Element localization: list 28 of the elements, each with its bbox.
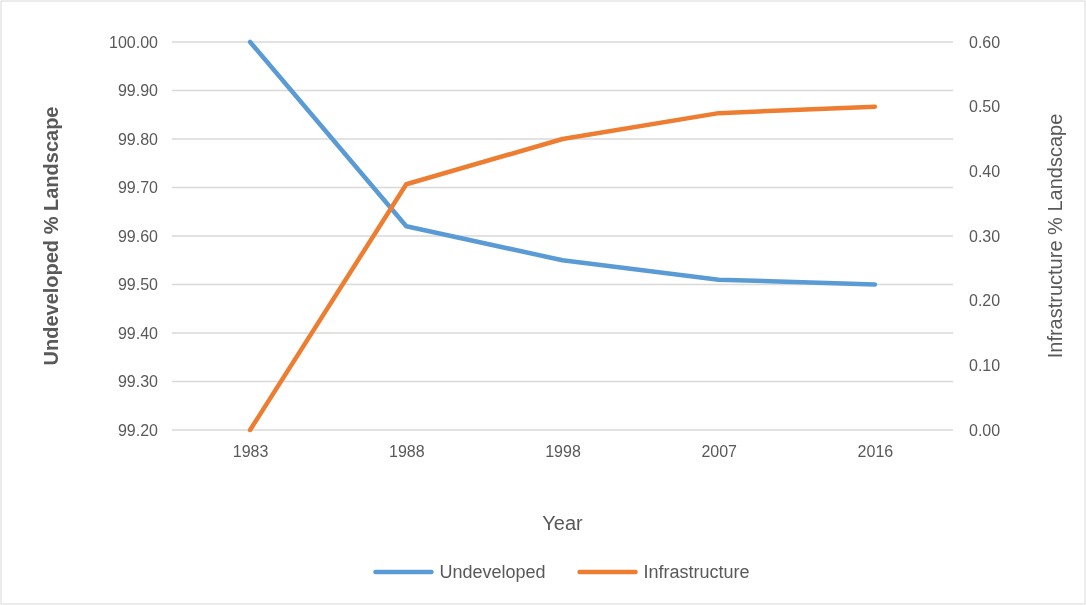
x-tick-label: 2007: [701, 443, 738, 461]
y-tick-label: 99.30: [117, 373, 159, 391]
line-series: [247, 104, 878, 433]
y-tick-label: 99.60: [117, 227, 159, 245]
y2-tick-label: 0.50: [969, 98, 1001, 116]
y2-tick-label: 0.60: [969, 33, 1001, 51]
y2-tick-label: 0.40: [969, 162, 1001, 180]
y2-tick-label: 0.20: [969, 292, 1001, 310]
x-tick-label: 2016: [857, 443, 894, 461]
y-tick-label: 99.40: [117, 324, 159, 342]
y-tick-label: 99.70: [117, 179, 159, 197]
line-series: [247, 39, 878, 287]
y-tick-label: 99.50: [117, 276, 159, 294]
legend-label: Infrastructure: [643, 562, 750, 582]
y2-tick-label: 0.30: [969, 227, 1001, 245]
y2-tick-label: 0.10: [969, 356, 1001, 374]
y2-axis-title: Infrastructure % Landscape: [1044, 113, 1066, 359]
x-tick-label: 1983: [232, 443, 269, 461]
y-axis-title: Undeveloped % Landscape: [40, 106, 62, 366]
legend-label: Undeveloped: [439, 562, 546, 582]
y-tick-label: 99.20: [117, 421, 159, 439]
x-tick-label: 1988: [389, 443, 425, 461]
x-axis-title: Year: [542, 512, 584, 534]
y-tick-label: 99.80: [117, 130, 159, 148]
x-tick-label: 1998: [545, 443, 581, 461]
y-tick-label: 100.00: [109, 33, 159, 51]
y2-tick-label: 0.00: [969, 421, 1001, 439]
y-tick-label: 99.90: [117, 82, 159, 100]
